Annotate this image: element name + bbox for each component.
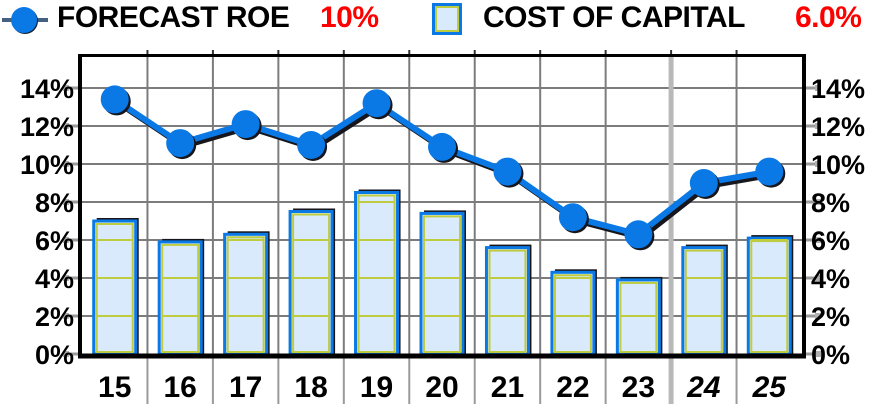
roe-marker-17 [231, 110, 260, 139]
y-label-right: 0% [811, 340, 850, 370]
right-tick-square [815, 199, 821, 205]
y-label-left: 6% [35, 226, 74, 256]
y-label-left: 8% [35, 188, 74, 218]
right-tick-square [815, 275, 821, 281]
right-tick-square [815, 313, 821, 319]
left-tick-square [63, 85, 69, 91]
x-label-22: 22 [556, 371, 589, 404]
roe-marker-18 [297, 131, 326, 159]
left-tick-square [63, 161, 69, 167]
x-label-16: 16 [163, 371, 196, 404]
marker-dot-icon [11, 7, 37, 33]
bar-inner-border [750, 240, 789, 354]
x-label-15: 15 [98, 371, 131, 404]
y-label-right: 14% [811, 74, 865, 104]
bar-cost-of-capital-21 [484, 246, 530, 356]
y-label-left: 14% [20, 74, 74, 104]
y-label-left: 0% [35, 340, 74, 370]
bar-cost-of-capital-16 [157, 240, 203, 356]
right-tick-square [815, 351, 821, 357]
x-label-24: 24 [686, 371, 721, 404]
bar-inner-border [423, 215, 461, 353]
x-label-19: 19 [360, 371, 393, 404]
bar-inner-border [357, 194, 396, 353]
roe-legend-value: 10% [320, 1, 379, 34]
bar-inner-border [553, 274, 592, 353]
roe-marker-23 [624, 220, 653, 249]
y-label-right: 6% [811, 226, 850, 256]
roe-marker-24 [689, 169, 718, 197]
bar-cost-of-capital-15 [92, 219, 138, 356]
y-label-left: 2% [35, 302, 74, 332]
right-tick-square [815, 123, 821, 129]
bar-inner-border [684, 249, 723, 354]
x-label-20: 20 [425, 371, 458, 404]
left-tick-square [63, 237, 69, 243]
x-label-18: 18 [294, 371, 327, 404]
y-label-right: 4% [811, 264, 850, 294]
y-label-left: 10% [20, 150, 74, 180]
roe-marker-22 [558, 203, 587, 232]
bar-inner-border [161, 243, 200, 353]
bar-cost-of-capital-22 [550, 270, 596, 356]
left-tick-square [63, 313, 69, 319]
y-label-right: 2% [811, 302, 850, 332]
roe-marker-19 [362, 89, 391, 118]
x-label-25: 25 [752, 371, 788, 404]
coc-legend-label: COST OF CAPITAL [483, 1, 745, 34]
line-marker-legend-icon [2, 7, 48, 33]
y-label-right: 10% [811, 150, 865, 180]
chart-legend: FORECAST ROE 10% COST OF CAPITAL 6.0% [0, 0, 872, 50]
left-tick-square [63, 199, 69, 205]
right-tick-square [815, 161, 821, 167]
y-label-right: 8% [811, 188, 850, 218]
right-tick-square [815, 85, 821, 91]
y-label-left: 4% [35, 264, 74, 294]
bar-inner-border [292, 213, 331, 353]
x-label-21: 21 [491, 371, 524, 404]
roe-legend-label: FORECAST ROE [57, 1, 290, 34]
bar-cost-of-capital-20 [419, 211, 465, 356]
y-label-right: 12% [811, 112, 865, 142]
roe-marker-20 [428, 132, 456, 161]
roe-marker-15 [100, 85, 129, 114]
left-tick-square [63, 351, 69, 357]
y-label-left: 12% [20, 112, 74, 142]
bar-inner-border [619, 281, 658, 353]
bar-swatch-legend-icon [432, 3, 462, 35]
bar-cost-of-capital-19 [354, 191, 400, 356]
bar-cost-of-capital-17 [223, 232, 269, 356]
roe-marker-16 [166, 129, 195, 158]
right-tick-square [815, 237, 821, 243]
x-label-23: 23 [622, 371, 655, 404]
x-label-17: 17 [229, 371, 262, 404]
coc-legend-value: 6.0% [795, 1, 862, 34]
bar-swatch-inner [435, 6, 459, 32]
left-tick-square [63, 275, 69, 281]
bar-cost-of-capital-18 [288, 210, 334, 356]
bar-inner-border [488, 249, 527, 354]
bar-inner-border [226, 236, 265, 353]
roe-marker-25 [755, 157, 784, 186]
bar-cost-of-capital-25 [746, 236, 792, 356]
bar-inner-border [95, 223, 134, 353]
bar-cost-of-capital-24 [681, 246, 727, 356]
roe-marker-21 [493, 157, 522, 186]
left-tick-square [63, 123, 69, 129]
